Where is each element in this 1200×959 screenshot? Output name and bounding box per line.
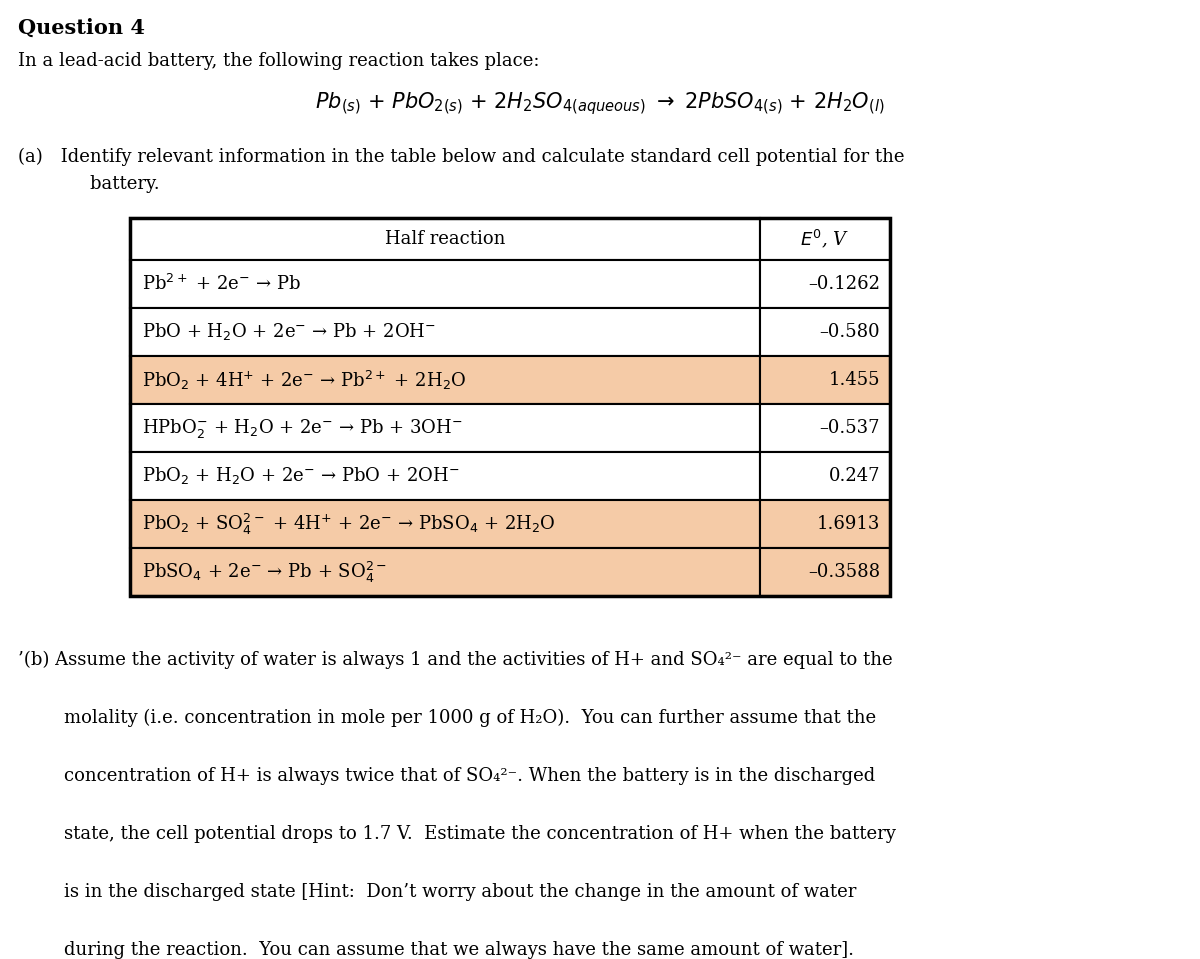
Bar xyxy=(760,404,890,452)
Text: battery.: battery. xyxy=(18,175,160,193)
Text: (a) Identify relevant information in the table below and calculate standard cell: (a) Identify relevant information in the… xyxy=(18,148,905,166)
Text: –0.537: –0.537 xyxy=(820,419,880,437)
Text: PbO + H$_{2}$O + 2e$^{-}$ → Pb + 2OH$^{-}$: PbO + H$_{2}$O + 2e$^{-}$ → Pb + 2OH$^{-… xyxy=(142,321,436,342)
Text: –0.1262: –0.1262 xyxy=(808,275,880,293)
Text: ’(b) Assume the activity of water is always 1 and the activities of H+ and SO₄²⁻: ’(b) Assume the activity of water is alw… xyxy=(18,651,893,669)
Text: is in the discharged state [Hint:  Don’t worry about the change in the amount of: is in the discharged state [Hint: Don’t … xyxy=(18,883,857,901)
Bar xyxy=(130,218,760,260)
Text: –0.580: –0.580 xyxy=(820,323,880,341)
Text: PbO$_{2}$ + 4H$^{+}$ + 2e$^{-}$ → Pb$^{2+}$ + 2H$_{2}$O: PbO$_{2}$ + 4H$^{+}$ + 2e$^{-}$ → Pb$^{2… xyxy=(142,368,467,391)
Text: molality (i.e. concentration in mole per 1000 g of H₂O).  You can further assume: molality (i.e. concentration in mole per… xyxy=(18,709,876,727)
Bar xyxy=(130,500,760,548)
Bar xyxy=(130,452,760,500)
Bar xyxy=(760,356,890,404)
Bar xyxy=(760,308,890,356)
Text: PbO$_{2}$ + H$_{2}$O + 2e$^{-}$ → PbO + 2OH$^{-}$: PbO$_{2}$ + H$_{2}$O + 2e$^{-}$ → PbO + … xyxy=(142,465,460,486)
Bar xyxy=(760,452,890,500)
Text: In a lead-acid battery, the following reaction takes place:: In a lead-acid battery, the following re… xyxy=(18,52,540,70)
Bar xyxy=(130,404,760,452)
Bar xyxy=(760,218,890,260)
Text: $E^{0}$, V: $E^{0}$, V xyxy=(800,228,850,250)
Text: –0.3588: –0.3588 xyxy=(808,563,880,581)
Text: Half reaction: Half reaction xyxy=(385,230,505,248)
Text: $\mathit{Pb}$$_{\mathit{(s)}}$ $+$ $\mathit{PbO}$$_{\mathit{2(s)}}$ $+$ $\mathit: $\mathit{Pb}$$_{\mathit{(s)}}$ $+$ $\mat… xyxy=(316,90,884,117)
Text: 0.247: 0.247 xyxy=(828,467,880,485)
Bar xyxy=(760,500,890,548)
Bar xyxy=(760,260,890,308)
Text: 1.455: 1.455 xyxy=(828,371,880,389)
Text: PbSO$_{4}$ + 2e$^{-}$ → Pb + SO$_{4}^{2-}$: PbSO$_{4}$ + 2e$^{-}$ → Pb + SO$_{4}^{2-… xyxy=(142,559,386,585)
Bar xyxy=(760,548,890,596)
Text: Pb$^{2+}$ + 2e$^{-}$ → Pb: Pb$^{2+}$ + 2e$^{-}$ → Pb xyxy=(142,274,301,294)
Bar xyxy=(130,356,760,404)
Text: Question 4: Question 4 xyxy=(18,18,145,38)
Bar xyxy=(130,308,760,356)
Bar xyxy=(130,260,760,308)
Text: HPbO$_{2}^{-}$ + H$_{2}$O + 2e$^{-}$ → Pb + 3OH$^{-}$: HPbO$_{2}^{-}$ + H$_{2}$O + 2e$^{-}$ → P… xyxy=(142,416,463,439)
Text: state, the cell potential drops to 1.7 V.  Estimate the concentration of H+ when: state, the cell potential drops to 1.7 V… xyxy=(18,825,896,843)
Bar xyxy=(130,218,890,596)
Bar xyxy=(130,548,760,596)
Text: 1.6913: 1.6913 xyxy=(817,515,880,533)
Text: concentration of H+ is always twice that of SO₄²⁻. When the battery is in the di: concentration of H+ is always twice that… xyxy=(18,767,875,785)
Text: PbO$_{2}$ + SO$_{4}^{2-}$ + 4H$^{+}$ + 2e$^{-}$ → PbSO$_{4}$ + 2H$_{2}$O: PbO$_{2}$ + SO$_{4}^{2-}$ + 4H$^{+}$ + 2… xyxy=(142,511,556,536)
Text: during the reaction.  You can assume that we always have the same amount of wate: during the reaction. You can assume that… xyxy=(18,941,854,959)
